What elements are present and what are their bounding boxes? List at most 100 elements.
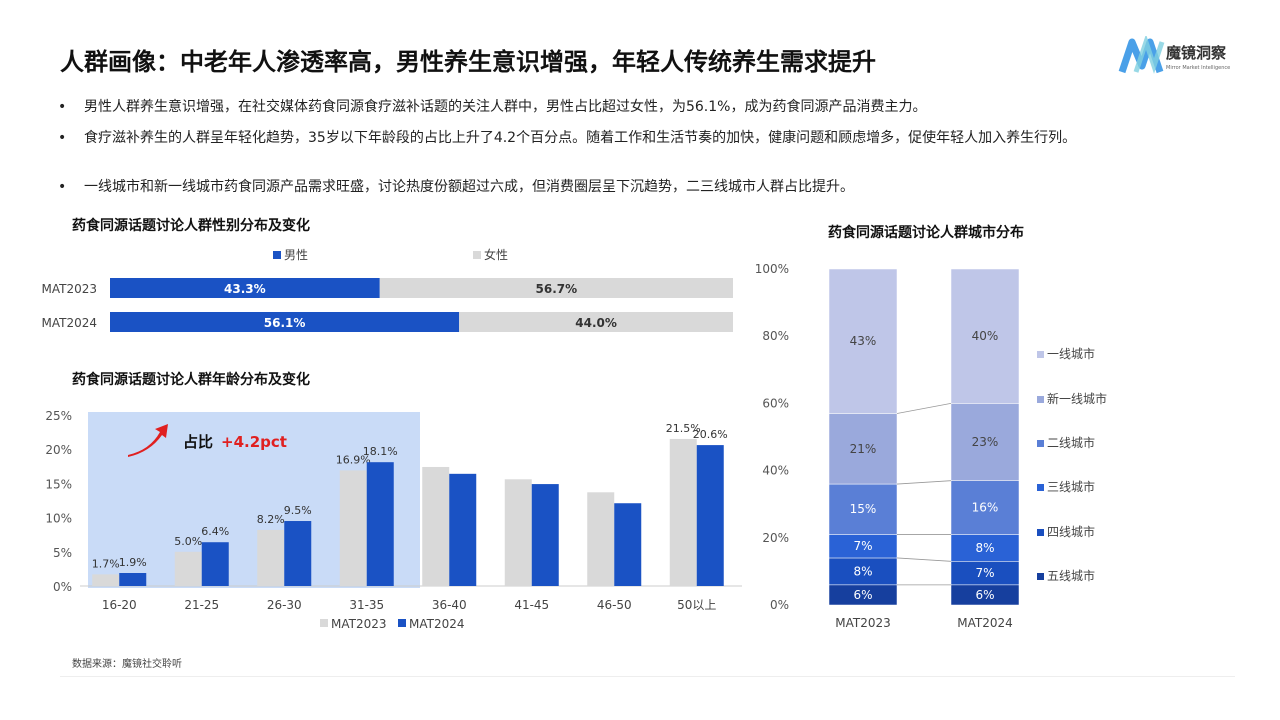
- legend-swatch: [1037, 396, 1044, 403]
- legend-label: 三线城市: [1047, 479, 1095, 494]
- category-label: 50以上: [677, 598, 716, 612]
- bullet-text: 男性人群养生意识增强，在社交媒体药食同源食疗滋补话题的关注人群中，男性占比超过女…: [84, 99, 927, 115]
- data-label: 7%: [975, 566, 994, 580]
- data-label: 21.5%: [666, 422, 701, 435]
- legend-swatch: [1037, 351, 1044, 358]
- bullet-2: • 食疗滋补养生的人群呈年轻化趋势，35岁以下年龄段的占比上升了4.2个百分点。随…: [58, 129, 1098, 147]
- bullet-text: 食疗滋补养生的人群呈年轻化趋势，35岁以下年龄段的占比上升了4.2个百分点。随着…: [84, 130, 1077, 146]
- legend-label: MAT2023: [331, 617, 387, 631]
- bar: [339, 470, 367, 586]
- bar-segment: [110, 278, 380, 298]
- category-label: MAT2023: [42, 282, 98, 296]
- logo-text: 魔镜洞察: [1166, 44, 1227, 62]
- annotation-value: +4.2pct: [221, 433, 287, 451]
- y-tick-label: 10%: [45, 512, 72, 526]
- data-label: 8%: [975, 541, 994, 555]
- data-label: 20.6%: [693, 428, 728, 441]
- bar: [284, 521, 312, 586]
- bar: [119, 573, 147, 586]
- legend-label: 一线城市: [1047, 346, 1095, 361]
- legend-swatch: [320, 619, 328, 627]
- y-tick-label: 5%: [53, 546, 72, 560]
- page-title: 人群画像：中老年人渗透率高，男性养生意识增强，年轻人传统养生需求提升: [60, 48, 876, 76]
- data-label: 56.1%: [264, 316, 306, 330]
- bar: [587, 492, 615, 586]
- y-tick-label: 15%: [45, 477, 72, 491]
- data-label: 43%: [850, 334, 877, 348]
- data-label: 44.0%: [575, 316, 617, 330]
- data-label: 6%: [853, 588, 872, 602]
- logo-subtext: Mirror Market Intelligence: [1166, 65, 1230, 71]
- data-label: 6.4%: [201, 525, 229, 538]
- legend-swatch: [1037, 573, 1044, 580]
- bar: [92, 574, 120, 586]
- data-label: 5.0%: [174, 535, 202, 548]
- data-label: 18.1%: [363, 445, 398, 458]
- bar-segment: [828, 557, 898, 586]
- bar: [504, 479, 532, 586]
- data-label: 16%: [972, 501, 999, 515]
- bar: [531, 484, 559, 586]
- category-label: 36-40: [432, 598, 467, 612]
- data-label: 43.3%: [224, 282, 266, 296]
- legend-label: 二线城市: [1047, 435, 1095, 450]
- bar-segment: [379, 278, 733, 298]
- bar: [201, 542, 229, 586]
- data-label: 16.9%: [336, 453, 371, 466]
- arrow-up-icon: [128, 424, 168, 457]
- bar: [614, 503, 642, 586]
- bullet-dot: •: [58, 179, 67, 195]
- bar: [174, 551, 202, 586]
- bar-segment: [950, 268, 1020, 404]
- y-tick-label: 40%: [762, 464, 789, 478]
- connector-line: [896, 557, 952, 562]
- city-chart-title: 药食同源话题讨论人群城市分布: [828, 225, 1024, 241]
- age-chart-title: 药食同源话题讨论人群年龄分布及变化: [72, 372, 310, 388]
- bullet-3: • 一线城市和新一线城市药食同源产品需求旺盛，讨论热度份额超过六成，但消费圈层呈下…: [58, 178, 1098, 196]
- y-tick-label: 20%: [762, 531, 789, 545]
- legend-swatch: [1037, 529, 1044, 536]
- bullet-1: • 男性人群养生意识增强，在社交媒体药食同源食疗滋补话题的关注人群中，男性占比超过…: [58, 98, 1098, 116]
- footer-divider: [60, 676, 1235, 677]
- y-tick-label: 80%: [762, 329, 789, 343]
- bar: [422, 466, 450, 586]
- bullet-text: 一线城市和新一线城市药食同源产品需求旺盛，讨论热度份额超过六成，但消费圈层呈下沉…: [84, 179, 854, 195]
- data-label: 6%: [975, 588, 994, 602]
- y-tick-label: 100%: [755, 262, 789, 276]
- category-label: 16-20: [102, 598, 137, 612]
- bar-segment: [828, 483, 898, 535]
- category-label: 31-35: [349, 598, 384, 612]
- connector-line: [896, 480, 952, 485]
- legend-label: 五线城市: [1047, 568, 1095, 583]
- gender-chart-title: 药食同源话题讨论人群性别分布及变化: [72, 218, 310, 234]
- category-label: MAT2024: [957, 616, 1013, 630]
- bar-segment: [828, 268, 898, 414]
- bar-segment: [950, 480, 1020, 535]
- category-label: 21-25: [184, 598, 219, 612]
- y-tick-label: 0%: [770, 598, 789, 612]
- data-label: 40%: [972, 329, 999, 343]
- y-tick-label: 60%: [762, 396, 789, 410]
- bar-segment: [950, 403, 1020, 481]
- annotation-label: 占比: [183, 433, 213, 451]
- category-label: 26-30: [267, 598, 302, 612]
- bar: [449, 473, 477, 586]
- category-label: 46-50: [597, 598, 632, 612]
- bullet-dot: •: [58, 130, 67, 146]
- data-label: 15%: [850, 502, 877, 516]
- y-tick-label: 25%: [45, 409, 72, 423]
- bar-segment: [828, 413, 898, 485]
- legend-label: 男性: [284, 248, 308, 262]
- bar-segment: [950, 534, 1020, 562]
- data-label: 23%: [972, 435, 999, 449]
- data-label: 1.7%: [92, 557, 120, 570]
- bar-segment: [459, 312, 733, 332]
- category-label: MAT2023: [835, 616, 891, 630]
- source-note: 数据来源：魔镜社交聆听: [72, 659, 182, 670]
- legend-swatch: [273, 251, 281, 259]
- legend-swatch: [398, 619, 406, 627]
- bar: [257, 529, 285, 586]
- category-label: 41-45: [514, 598, 549, 612]
- bullet-dot: •: [58, 99, 67, 115]
- bar: [696, 445, 724, 586]
